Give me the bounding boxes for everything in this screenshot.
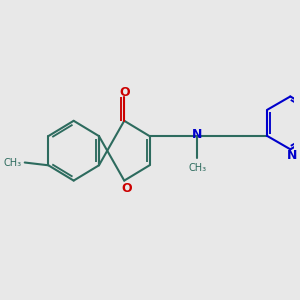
Text: N: N (286, 149, 297, 162)
Text: CH₃: CH₃ (4, 158, 22, 167)
Text: O: O (121, 182, 131, 195)
Text: CH₃: CH₃ (188, 163, 206, 173)
Text: O: O (119, 86, 130, 99)
Text: N: N (192, 128, 203, 141)
